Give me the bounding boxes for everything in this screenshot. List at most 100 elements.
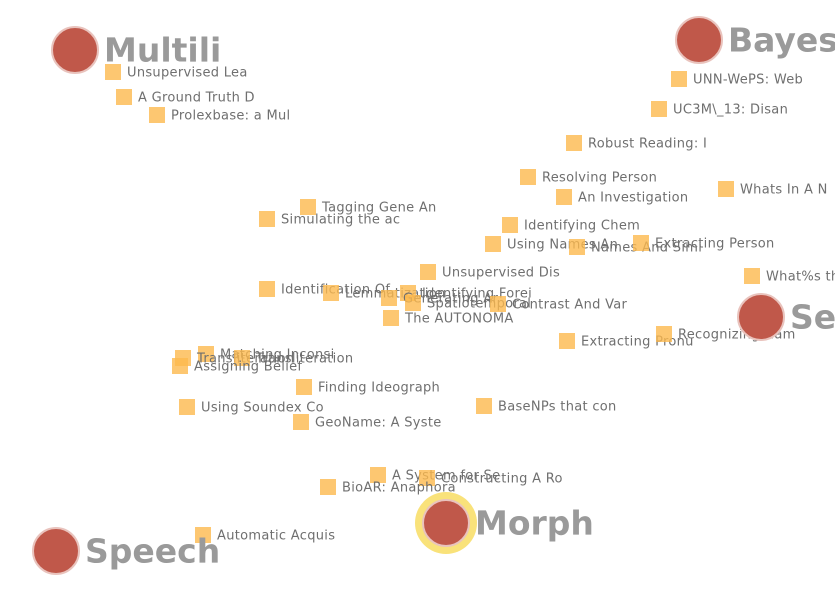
document[interactable]: Using Names An [485,236,618,253]
document[interactable]: Automatic Acquis [195,527,335,544]
document-label: Finding Ideograph [318,381,440,396]
document-marker [370,467,386,483]
document[interactable]: An Investigation [556,189,688,206]
document-label: Identifying Chem [524,219,640,234]
topic[interactable]: Multili [51,26,221,74]
topic[interactable]: Bayes [675,16,835,64]
document-marker [485,236,501,252]
document-label: UNN-WePS: Web [693,73,803,88]
document-label: Tagging Gene An [321,201,437,216]
document-label: GeoName: A Syste [315,416,442,431]
document-label: Generating Ar [403,292,498,307]
document[interactable]: Robust Reading: I [566,135,707,152]
document-marker [420,264,436,280]
document[interactable]: Using Soundex Co [179,399,324,416]
document[interactable]: A Ground Truth D [116,89,255,106]
document-marker [502,217,518,233]
document-label: UC3M\_13: Disan [673,103,788,118]
document-marker [671,71,687,87]
document-label: Simulating the ac [281,213,400,228]
document-marker [520,169,536,185]
topic[interactable]: Speech [32,527,220,575]
document[interactable]: Contrast And Var [490,296,628,313]
document[interactable]: What%s th [744,268,835,285]
document-label: The AUTONOMA [404,312,514,327]
topic-label: Speech [85,532,220,571]
document-label: Constructing A Ro [441,472,563,487]
document-marker [198,346,214,362]
topic-marker [32,527,80,575]
topic-marker [422,499,470,547]
document[interactable]: Resolving Person [520,169,657,186]
document-label: What%s th [766,270,835,285]
document-marker [656,326,672,342]
topic-label: Morph [475,504,594,543]
documents: Unsupervised Lea A Ground Truth D Prolexba… [105,64,835,544]
document-marker [179,399,195,415]
document-marker [323,285,339,301]
document-marker [651,101,667,117]
document[interactable]: Unsupervised Lea [105,64,248,81]
document-label: Extracting Person [655,237,775,252]
document[interactable]: BioAR: Anaphora [320,479,456,496]
document-label: Using Soundex Co [201,401,324,416]
document-marker [559,333,575,349]
document[interactable]: GeoName: A Syste [293,414,442,431]
document-label: Unsupervised Lea [127,66,248,81]
document-marker [566,135,582,151]
document[interactable]: Unsupervised Dis [420,264,560,281]
document-marker [259,211,275,227]
document-marker [476,398,492,414]
document-label: BioAR: Anaphora [342,481,456,496]
document-marker [718,181,734,197]
document-label: Extracting Pronu [581,335,694,350]
document[interactable]: Transliteration [234,350,353,367]
document-marker [293,414,309,430]
document[interactable]: Assigning Belief [172,358,302,375]
document-label: Automatic Acquis [217,529,335,544]
document-marker [300,199,316,215]
document[interactable]: Simulating the ac [259,211,400,228]
document-label: Assigning Belief [194,360,302,375]
document[interactable]: UNN-WePS: Web [671,71,803,88]
topic-marker [675,16,723,64]
document-marker [195,527,211,543]
document-label: BaseNPs that con [498,400,617,415]
document[interactable]: Extracting Person [633,235,775,252]
document[interactable]: Finding Ideograph [296,379,440,396]
topic-label: Multili [104,31,221,70]
document-marker [569,239,585,255]
document-marker [149,107,165,123]
document[interactable]: The AUTONOMA [383,310,514,327]
topic-marker [737,293,785,341]
document-marker [105,64,121,80]
document[interactable]: Generating Ar [381,290,498,307]
document[interactable]: Prolexbase: a Mul [149,107,290,124]
topic-marker [51,26,99,74]
topic-label: Bayes [728,21,835,60]
topic-label: Seg [790,298,835,337]
document-label: Unsupervised Dis [442,266,560,281]
document[interactable]: Whats In A N [718,181,828,198]
document-marker [296,379,312,395]
document[interactable]: BaseNPs that con [476,398,617,415]
document-label: A Ground Truth D [138,91,255,106]
document-marker [419,470,435,486]
document-marker [234,350,250,366]
document-label: Transliteration [255,352,353,367]
document-marker [633,235,649,251]
topic[interactable]: Morph [415,492,594,554]
document-label: Whats In A N [740,183,828,198]
document-marker [556,189,572,205]
document-label: Contrast And Var [512,298,628,313]
document[interactable]: Tagging Gene An [300,199,437,216]
topic[interactable]: Seg [737,293,835,341]
document-label: Using Names An [507,238,618,253]
document-marker [405,295,421,311]
document[interactable]: Identifying Chem [502,217,640,234]
document[interactable]: Constructing A Ro [419,470,563,487]
topics: Multili Bayes Seg Morph Speech [32,16,835,575]
document-marker [490,296,506,312]
document[interactable]: UC3M\_13: Disan [651,101,788,118]
